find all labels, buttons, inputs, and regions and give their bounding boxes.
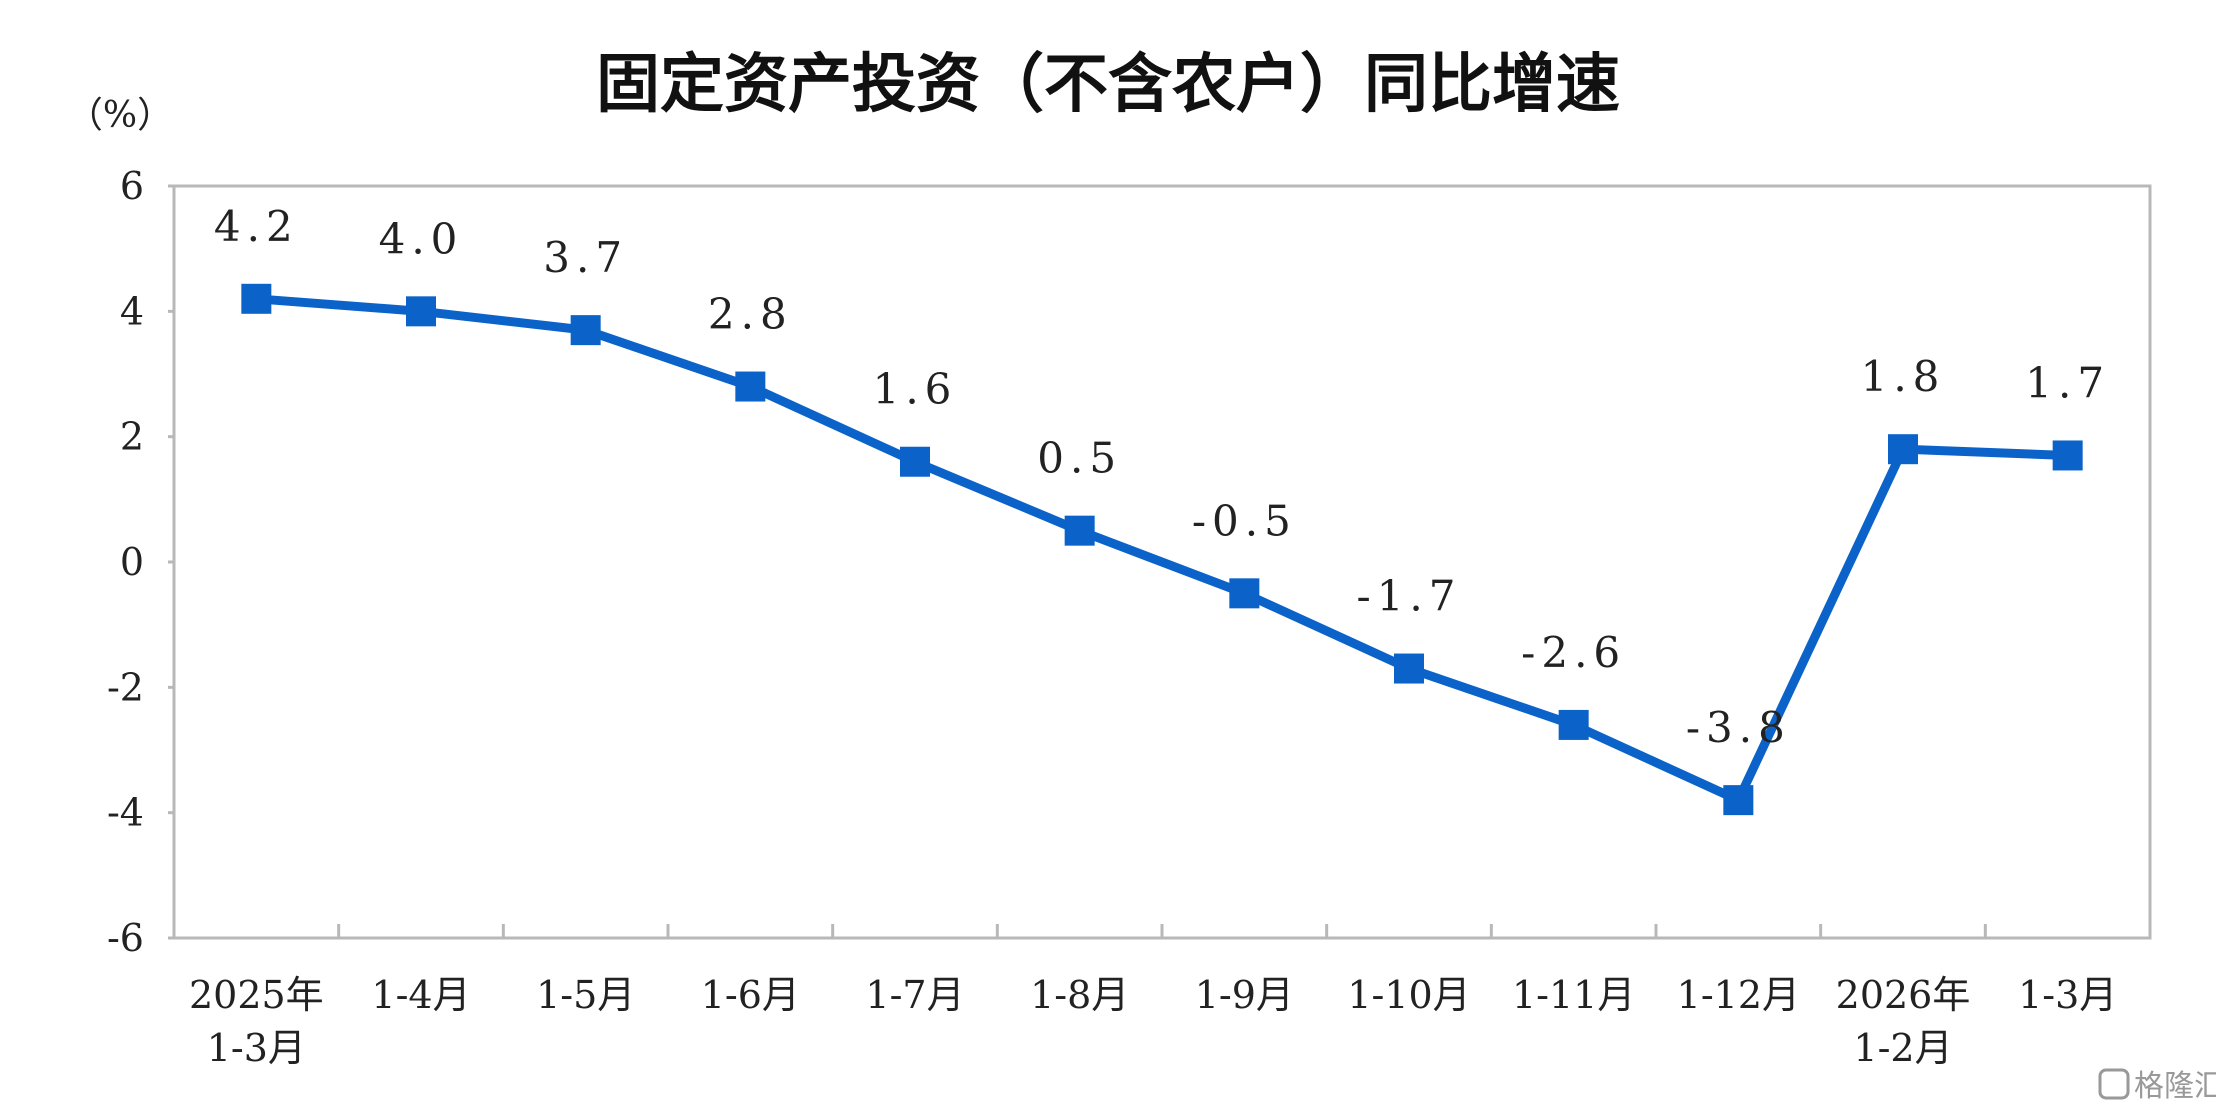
y-axis: 6 4 2 0 -2 -4 -6 xyxy=(107,164,174,960)
data-label: 0.5 xyxy=(1037,434,1122,483)
data-label: -2.6 xyxy=(1521,628,1626,677)
data-point xyxy=(1394,653,1424,684)
y-axis-unit: （%） xyxy=(67,95,173,136)
y-tick-label: 6 xyxy=(120,164,144,208)
series-line xyxy=(255,294,2068,805)
data-point xyxy=(2052,440,2083,471)
data-point xyxy=(900,446,930,477)
x-tick-label: 2026年 xyxy=(1836,973,1971,1017)
x-tick-label: 1-5月 xyxy=(536,973,635,1017)
watermark: 格隆汇 xyxy=(2098,1068,2216,1104)
data-point xyxy=(241,283,272,314)
glh-logo-icon xyxy=(2098,1068,2130,1100)
series-line-group xyxy=(241,283,2083,816)
x-tick-label: 1-4月 xyxy=(371,973,470,1017)
x-tick-label: 1-3月 xyxy=(207,1026,306,1070)
x-tick-label: 1-3月 xyxy=(2018,973,2117,1017)
y-tick-label: 4 xyxy=(120,289,144,333)
x-tick-label: 2025年 xyxy=(189,973,324,1017)
data-point xyxy=(1723,785,1754,816)
data-label: 3.7 xyxy=(543,233,628,282)
x-axis: 2025年 1-3月 1-4月 1-5月 1-6月 1-7月 1-8月 1-9月 1-10月 1-… xyxy=(189,924,2117,1070)
x-tick-label: 1-8月 xyxy=(1030,973,1129,1017)
data-label: 4.2 xyxy=(214,202,299,251)
data-label: 1.8 xyxy=(1861,352,1946,401)
x-tick-label: 1-7月 xyxy=(865,973,964,1017)
data-labels: 4.2 4.0 3.7 2.8 1.6 0.5 -0.5 -1.7 -2.6 -3.8 1.8 1.7 xyxy=(214,202,2110,752)
x-tick-label: 1-10月 xyxy=(1347,973,1470,1017)
x-tick-label: 1-2月 xyxy=(1853,1026,1952,1070)
chart-title: 固定资产投资（不含农户）同比增速 xyxy=(596,48,1620,122)
y-tick-label: -4 xyxy=(107,791,144,835)
data-point xyxy=(406,296,436,327)
data-label: 4.0 xyxy=(379,214,464,263)
x-tick-label: 1-11月 xyxy=(1512,973,1635,1017)
y-tick-label: 2 xyxy=(120,415,144,459)
data-label: 1.6 xyxy=(873,365,958,414)
data-label: 1.7 xyxy=(2025,358,2110,407)
y-tick-label: 0 xyxy=(120,540,144,584)
x-tick-label: 1-12月 xyxy=(1677,973,1800,1017)
x-tick-label: 1-6月 xyxy=(701,973,800,1017)
watermark-text: 格隆汇 xyxy=(2134,1069,2216,1104)
data-point xyxy=(570,315,601,346)
data-point xyxy=(1064,515,1095,546)
data-point xyxy=(1229,578,1260,609)
data-point xyxy=(1888,434,1918,465)
y-tick-label: -2 xyxy=(107,665,144,709)
data-point xyxy=(735,371,766,402)
data-label: -3.8 xyxy=(1686,703,1791,752)
data-point xyxy=(1558,709,1589,740)
y-tick-label: -6 xyxy=(107,916,144,960)
x-tick-label: 1-9月 xyxy=(1195,973,1294,1017)
data-label: -0.5 xyxy=(1192,496,1297,545)
data-label: 2.8 xyxy=(708,290,793,339)
data-label: -1.7 xyxy=(1357,572,1462,621)
